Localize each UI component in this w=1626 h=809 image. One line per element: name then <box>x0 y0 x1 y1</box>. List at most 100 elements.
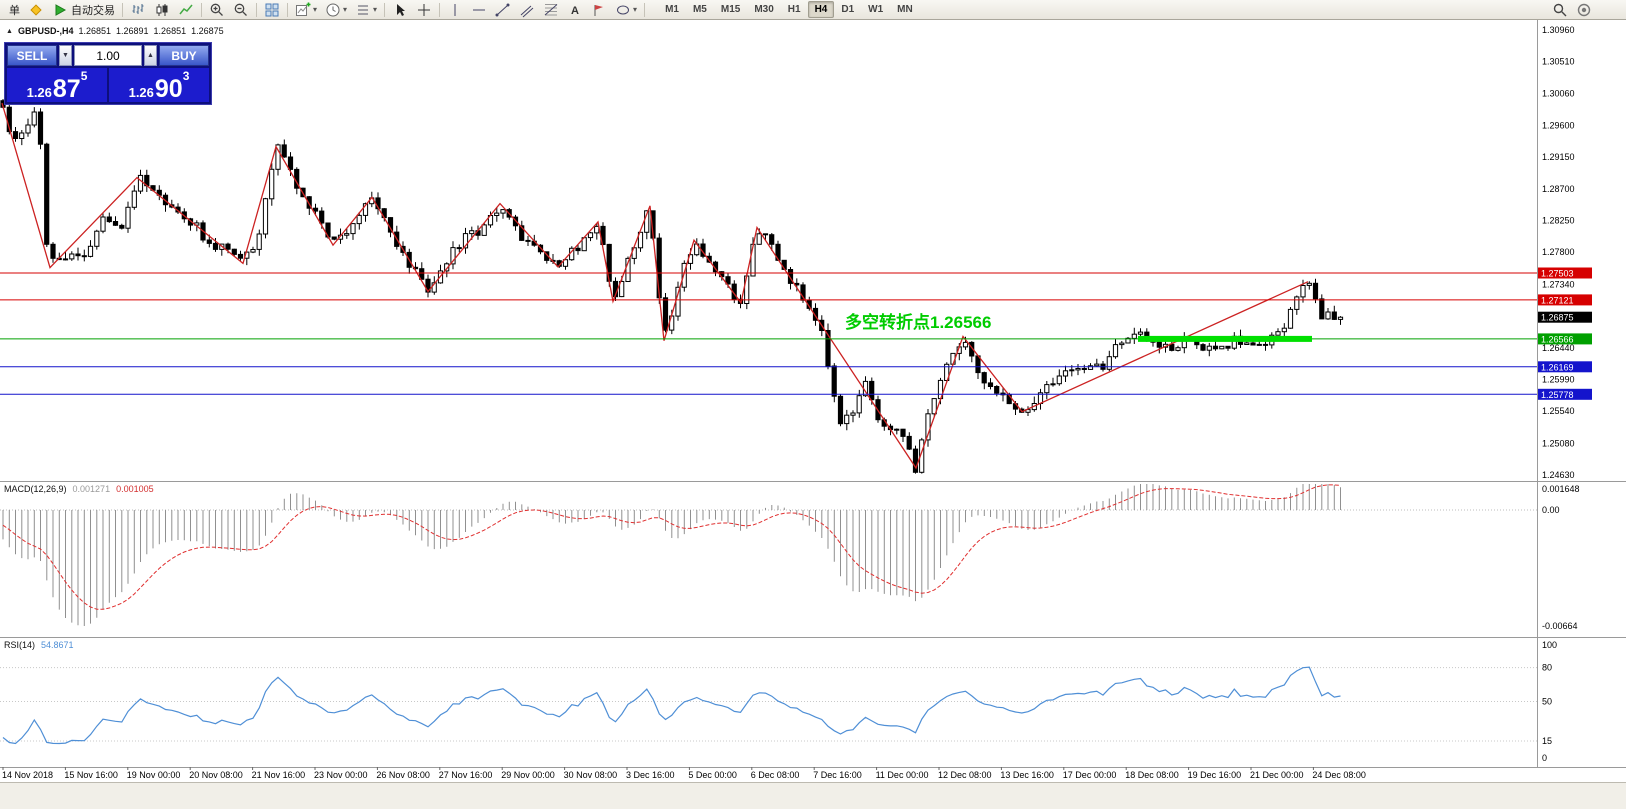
toolbar: 单 自动交易 ▾ ▾ ▾ A ▾ M1 M5 M15 M30 H1 H4 D1 W1 MN <box>0 0 1626 20</box>
svg-text:100: 100 <box>1542 640 1557 650</box>
collapse-one-click-icon[interactable]: ▲ <box>6 27 13 35</box>
price-tag: 1.27503 <box>1541 269 1574 279</box>
vertical-line-icon <box>447 2 463 18</box>
sell-price-big-figure: 1.26 <box>26 84 52 100</box>
vertical-line-button[interactable] <box>443 0 467 20</box>
timeframe-w1[interactable]: W1 <box>868 4 884 15</box>
timeframe-mn[interactable]: MN <box>897 4 913 15</box>
horizontal-line-icon <box>471 2 487 18</box>
fibonacci-icon <box>543 2 559 18</box>
volume-increase-button[interactable]: ▲ <box>144 45 157 66</box>
text-tool-button[interactable]: A <box>563 0 587 20</box>
timeframe-m1[interactable]: M1 <box>665 4 679 15</box>
cursor-button[interactable] <box>388 0 412 20</box>
timeframe-h4[interactable]: H4 <box>807 1 835 18</box>
quick-nav-button[interactable] <box>1572 0 1596 20</box>
svg-text:21 Dec 00:00: 21 Dec 00:00 <box>1250 770 1304 780</box>
zoom-out-icon <box>233 2 249 18</box>
timeframe-m5[interactable]: M5 <box>692 4 707 15</box>
svg-text:0.00: 0.00 <box>1542 505 1560 515</box>
timeframe-d1[interactable]: D1 <box>841 4 855 15</box>
zigzag-line[interactable] <box>1 102 1309 470</box>
svg-text:1.27800: 1.27800 <box>1542 247 1575 257</box>
crosshair-icon <box>416 2 432 18</box>
macd-indicator-pane[interactable] <box>0 484 1537 626</box>
crosshair-button[interactable] <box>412 0 436 20</box>
rsi-label: RSI(14) 54.8671 <box>4 640 74 650</box>
mq-logo[interactable] <box>24 0 48 20</box>
time-axis[interactable]: 14 Nov 2018 15 Nov 16:00 19 Nov 00:00 20 No… <box>2 767 1366 780</box>
svg-text:50: 50 <box>1542 697 1552 707</box>
dropdown-arrow-icon[interactable]: ▾ <box>343 5 348 14</box>
svg-text:24 Dec 08:00: 24 Dec 08:00 <box>1312 770 1366 780</box>
svg-text:19 Nov 00:00: 19 Nov 00:00 <box>127 770 181 780</box>
svg-text:1.30060: 1.30060 <box>1542 88 1575 98</box>
sell-price-pips: 87 <box>52 74 81 103</box>
sep-3 <box>256 2 257 17</box>
tile-windows-button[interactable] <box>260 0 284 20</box>
svg-text:1.26440: 1.26440 <box>1542 343 1575 353</box>
indicators-button[interactable]: ▾ <box>291 0 321 20</box>
chart-candles-icon <box>154 2 170 18</box>
horizontal-line-button[interactable] <box>467 0 491 20</box>
svg-text:1.29600: 1.29600 <box>1542 121 1575 131</box>
templates-icon <box>355 2 371 18</box>
price-axis[interactable]: 1.30960 1.30510 1.30060 1.29600 1.29150 1.287… <box>1538 25 1592 763</box>
dropdown-arrow-icon[interactable]: ▾ <box>313 5 318 14</box>
periods-button[interactable]: ▾ <box>321 0 351 20</box>
channel-button[interactable] <box>515 0 539 20</box>
svg-text:12 Dec 08:00: 12 Dec 08:00 <box>938 770 992 780</box>
sell-button[interactable]: SELL <box>7 45 57 66</box>
timeframe-h1[interactable]: H1 <box>787 4 801 15</box>
zoom-in-button[interactable] <box>205 0 229 20</box>
autotrade-button[interactable]: 自动交易 <box>48 0 119 20</box>
toolbar-right-group <box>1548 0 1624 20</box>
text-tool-icon: A <box>567 2 583 18</box>
macd-value: 0.001271 <box>72 484 111 494</box>
arrow-tool-button[interactable] <box>587 0 611 20</box>
macd-name: MACD(12,26,9) <box>4 484 67 494</box>
dropdown-arrow-icon[interactable]: ▾ <box>373 5 378 14</box>
trendline-icon <box>495 2 511 18</box>
svg-text:18 Dec 08:00: 18 Dec 08:00 <box>1125 770 1179 780</box>
sell-price[interactable]: 1.26 87 5 <box>7 68 107 102</box>
pivot-annotation[interactable]: 多空转折点1.26566 <box>845 313 992 332</box>
price-tag: 1.26566 <box>1541 334 1574 344</box>
price-tag: 1.26875 <box>1541 313 1574 323</box>
timeframe-m30[interactable]: M30 <box>754 4 774 15</box>
mq-logo-icon <box>28 2 44 18</box>
svg-text:1.28250: 1.28250 <box>1542 216 1575 226</box>
sep-6 <box>439 2 441 17</box>
symbol-search-button[interactable] <box>1548 0 1572 20</box>
svg-text:1.27340: 1.27340 <box>1542 280 1575 290</box>
one-click-trading-panel: SELL ▼ 1.00 ▲ BUY 1.26 87 5 1.26 90 3 <box>4 42 212 105</box>
symbol-search-icon <box>1552 2 1568 18</box>
chart-line-button[interactable] <box>174 0 198 20</box>
chart-candles-button[interactable] <box>150 0 174 20</box>
chart-bars-button[interactable] <box>126 0 150 20</box>
macd-histogram <box>2 484 1341 626</box>
autotrade-icon <box>52 2 68 18</box>
volume-input[interactable]: 1.00 <box>74 45 142 66</box>
indicators-icon <box>295 2 311 18</box>
horizontal-level-lines[interactable] <box>0 272 1537 395</box>
dropdown-arrow-icon[interactable]: ▾ <box>633 5 638 14</box>
volume-decrease-button[interactable]: ▼ <box>59 45 72 66</box>
candlestick-series[interactable] <box>0 99 1344 474</box>
svg-text:26 Nov 08:00: 26 Nov 08:00 <box>376 770 430 780</box>
timeframe-m15[interactable]: M15 <box>720 4 741 15</box>
shapes-button[interactable]: ▾ <box>611 0 641 20</box>
zoom-out-button[interactable] <box>229 0 253 20</box>
svg-text:1.30960: 1.30960 <box>1542 25 1575 35</box>
rsi-indicator-pane[interactable] <box>0 666 1537 745</box>
svg-text:80: 80 <box>1542 663 1552 673</box>
trendline-button[interactable] <box>491 0 515 20</box>
svg-text:6 Dec 08:00: 6 Dec 08:00 <box>751 770 800 780</box>
chart-line-icon <box>178 2 194 18</box>
templates-button[interactable]: ▾ <box>351 0 381 20</box>
buy-price[interactable]: 1.26 90 3 <box>109 68 209 102</box>
fibonacci-button[interactable] <box>539 0 563 20</box>
new-order-button[interactable]: 单 <box>2 0 24 20</box>
buy-button[interactable]: BUY <box>159 45 209 66</box>
